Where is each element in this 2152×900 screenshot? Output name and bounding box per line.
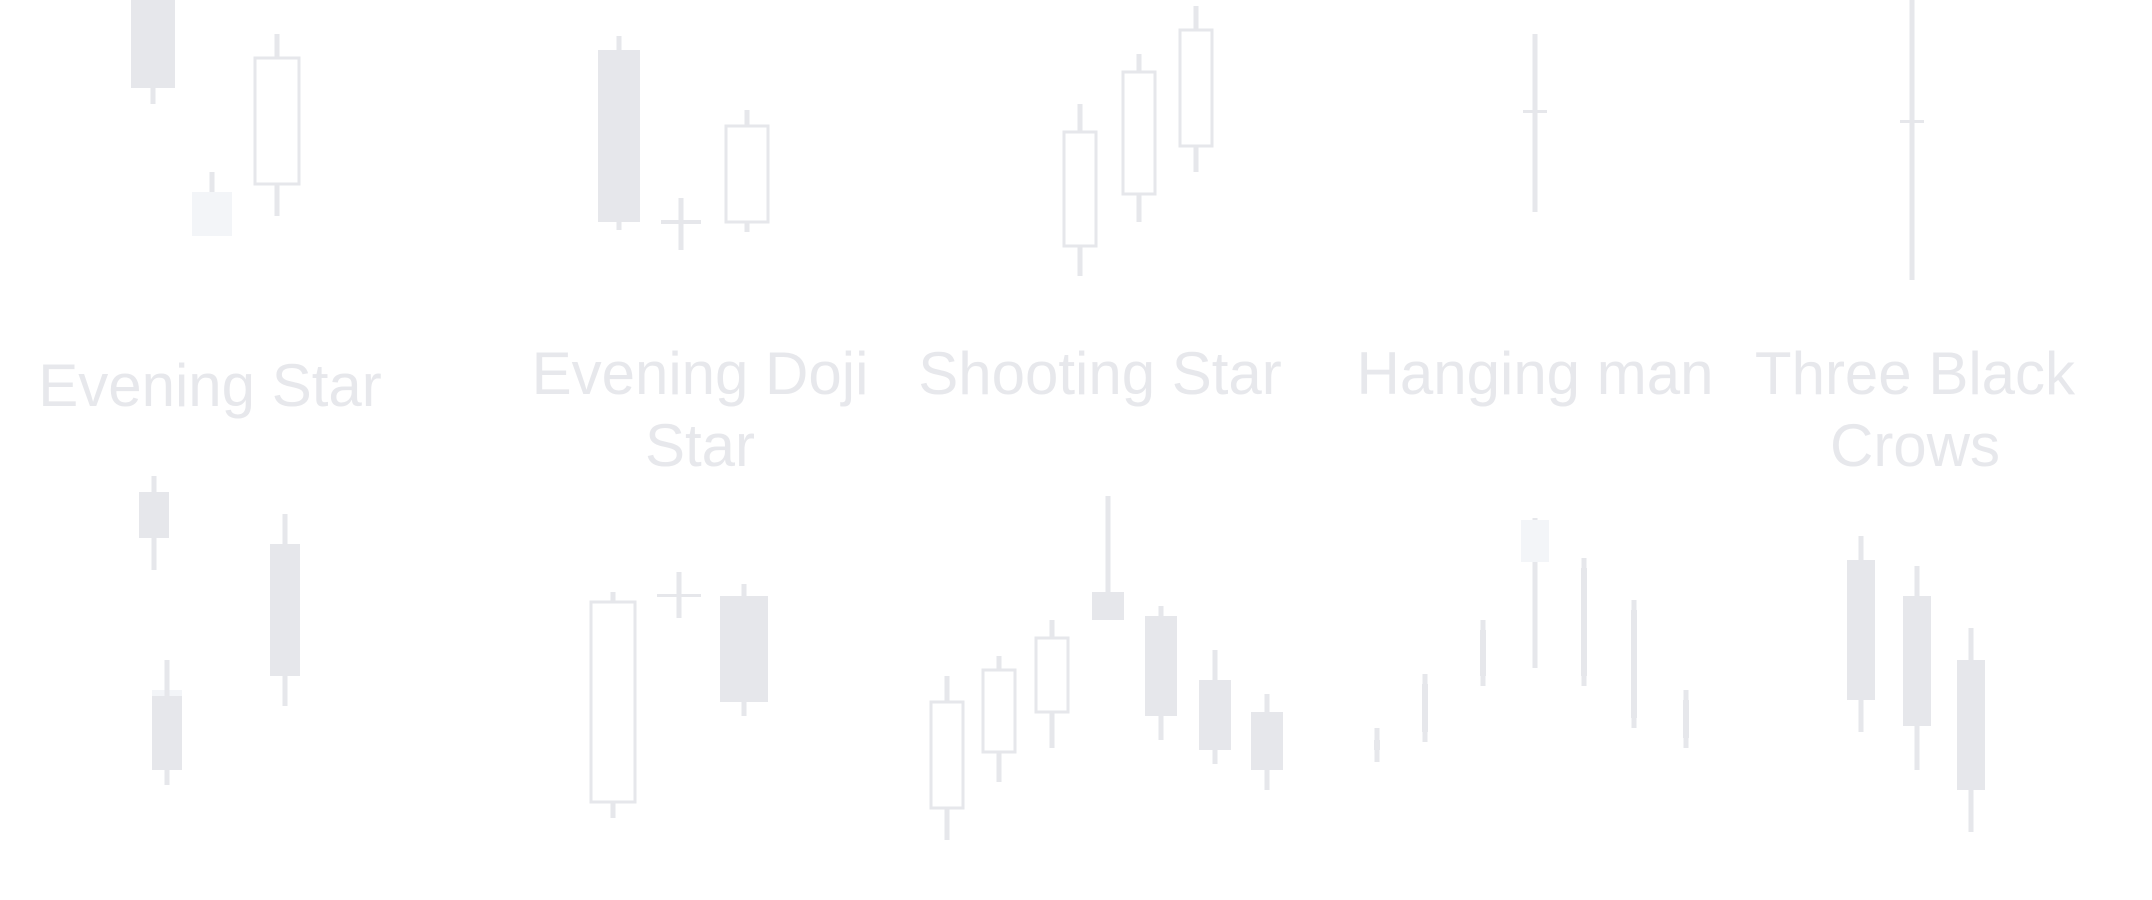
- candle-body: [1178, 28, 1214, 148]
- candle-body: [661, 220, 701, 224]
- candle-body: [981, 668, 1017, 754]
- candle-body: [1374, 740, 1380, 750]
- candle-body: [270, 544, 300, 676]
- candle-body: [589, 600, 637, 804]
- candle-body: [1092, 592, 1124, 620]
- candle-body: [1957, 660, 1985, 790]
- candle-body: [1121, 70, 1157, 196]
- label-evening-star: Evening Star: [38, 352, 382, 419]
- label-hanging-man: Hanging man: [1356, 340, 1714, 407]
- candle-body: [1581, 568, 1587, 676]
- candle-body: [131, 0, 175, 88]
- candle-body: [720, 596, 768, 702]
- candle-body: [1145, 616, 1177, 716]
- label-shooting-star: Shooting Star: [918, 340, 1282, 407]
- candle-body: [1683, 700, 1689, 738]
- label-three-black-crows: Three Black Crows: [1754, 340, 2076, 479]
- candle-body: [598, 50, 640, 222]
- candle-body: [253, 56, 301, 186]
- candle-body: [1631, 610, 1637, 718]
- candle-body: [1521, 520, 1549, 562]
- candlestick-group: [131, 0, 1985, 840]
- candle-body: [657, 594, 701, 597]
- candle-body: [1903, 596, 1931, 726]
- candle-body: [929, 700, 965, 810]
- candle-body: [1900, 120, 1924, 123]
- candle-body: [1251, 712, 1283, 770]
- candle-body: [192, 192, 232, 236]
- candle-body: [724, 124, 770, 224]
- candle-body: [152, 696, 182, 770]
- candle-body: [1034, 636, 1070, 714]
- candle-body: [1523, 110, 1547, 113]
- candle-body: [1199, 680, 1231, 750]
- candle-body: [1062, 130, 1098, 248]
- candle-body: [1422, 684, 1428, 732]
- candle-body: [139, 492, 169, 538]
- candle-body: [1847, 560, 1875, 700]
- candle-body: [1480, 630, 1486, 676]
- label-evening-doji-star: Evening Doji Star: [531, 340, 869, 479]
